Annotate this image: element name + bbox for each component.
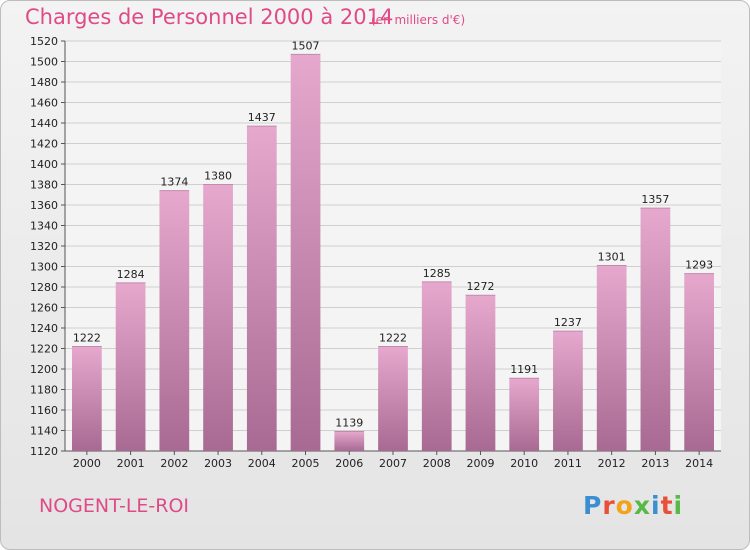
bar-2013 [640, 208, 671, 451]
bar-2005 [290, 54, 321, 451]
x-tick-label-2000: 2000 [73, 457, 101, 470]
y-tick-label: 1140 [30, 425, 58, 438]
value-label-2004: 1437 [248, 111, 276, 124]
y-tick-label: 1480 [30, 76, 58, 89]
value-label-2013: 1357 [641, 193, 669, 206]
logo-letter: x [633, 491, 651, 520]
x-tick-label-2010: 2010 [510, 457, 538, 470]
y-tick-label: 1280 [30, 281, 58, 294]
y-tick-label: 1160 [30, 404, 58, 417]
x-tick-label-2013: 2013 [641, 457, 669, 470]
value-label-2011: 1237 [554, 316, 582, 329]
value-label-2002: 1374 [160, 176, 188, 189]
logo-letter: o [615, 491, 634, 520]
bar-2011 [553, 331, 583, 451]
x-tick-label-2005: 2005 [292, 457, 320, 470]
logo-letter: t [660, 491, 674, 520]
bar-2009 [465, 295, 496, 451]
y-tick-label: 1520 [30, 35, 58, 48]
bar-2012 [596, 265, 627, 451]
y-tick-label: 1180 [30, 384, 58, 397]
logo-letter: i [673, 491, 684, 520]
y-tick-label: 1220 [30, 343, 58, 356]
y-tick-label: 1300 [30, 261, 58, 274]
x-tick-label-2009: 2009 [466, 457, 494, 470]
chart-subtitle: (en milliers d'€) [371, 13, 466, 27]
y-tick-label: 1440 [30, 117, 58, 130]
commune-name: NOGENT-LE-ROI [39, 495, 190, 517]
value-label-2007: 1222 [379, 331, 407, 344]
y-tick-label: 1420 [30, 138, 58, 151]
bar-2006 [334, 431, 365, 451]
y-tick-label: 1400 [30, 158, 58, 171]
x-tick-label-2006: 2006 [335, 457, 363, 470]
value-label-2012: 1301 [598, 250, 626, 263]
chart-title: Charges de Personnel 2000 à 2014 [25, 5, 394, 29]
value-label-2008: 1285 [423, 267, 451, 280]
logo-letter: i [651, 491, 661, 520]
bar-2008 [421, 281, 452, 451]
bar-2002 [159, 190, 190, 451]
bar-2004 [246, 126, 277, 451]
x-tick-label-2003: 2003 [204, 457, 232, 470]
y-tick-label: 1320 [30, 240, 58, 253]
value-label-2000: 1222 [73, 331, 101, 344]
value-label-2005: 1507 [292, 39, 320, 52]
x-tick-label-2002: 2002 [160, 457, 188, 470]
bar-2014 [684, 273, 715, 451]
bar-2010 [509, 378, 540, 451]
y-tick-label: 1360 [30, 199, 58, 212]
y-tick-label: 1500 [30, 56, 58, 69]
logo-letter: r [602, 491, 616, 520]
x-tick-label-2012: 2012 [598, 457, 626, 470]
y-tick-label: 1340 [30, 220, 58, 233]
x-tick-label-2001: 2001 [117, 457, 145, 470]
y-tick-label: 1120 [30, 445, 58, 458]
bar-2003 [203, 184, 233, 451]
value-label-2009: 1272 [466, 280, 494, 293]
y-tick-label: 1240 [30, 322, 58, 335]
proxiti-logo: Proxiti [583, 491, 683, 520]
x-tick-label-2014: 2014 [685, 457, 713, 470]
value-label-2006: 1139 [335, 417, 363, 430]
y-tick-label: 1260 [30, 302, 58, 315]
bar-2000 [71, 346, 102, 451]
x-tick-label-2007: 2007 [379, 457, 407, 470]
y-tick-label: 1200 [30, 363, 58, 376]
logo-letter: P [583, 491, 603, 520]
x-tick-label-2008: 2008 [423, 457, 451, 470]
x-tick-label-2004: 2004 [248, 457, 276, 470]
y-tick-label: 1380 [30, 179, 58, 192]
bar-2001 [115, 282, 146, 451]
bar-2007 [378, 346, 408, 451]
value-label-2001: 1284 [117, 268, 145, 281]
x-tick-label-2011: 2011 [554, 457, 582, 470]
value-label-2010: 1191 [510, 363, 538, 376]
y-tick-label: 1460 [30, 97, 58, 110]
value-label-2003: 1380 [204, 170, 232, 183]
value-label-2014: 1293 [685, 259, 713, 272]
